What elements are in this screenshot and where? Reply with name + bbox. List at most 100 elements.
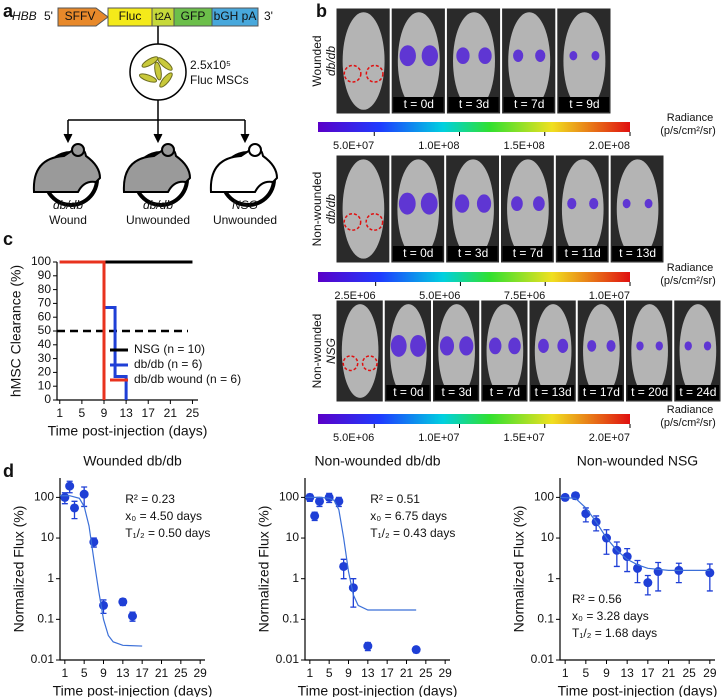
signal <box>478 47 492 65</box>
row-label: Non-wounded <box>310 172 324 247</box>
group-strain: NSG <box>232 198 258 212</box>
signal <box>511 196 523 212</box>
x-tick-label: 1 <box>56 406 63 420</box>
time-label: t = 3d <box>458 246 488 260</box>
legend-label: NSG (n = 10) <box>134 342 205 356</box>
y-axis-label: Normalized Flux (%) <box>11 506 27 633</box>
signal <box>439 336 455 356</box>
time-label: t = 0d <box>403 246 433 260</box>
mouse <box>32 146 102 193</box>
signal <box>606 340 616 352</box>
x-tick-label: 1 <box>306 666 313 680</box>
colorbar-tick-label: 1.5E+08 <box>503 140 544 152</box>
time-box <box>627 385 671 400</box>
panel-letter: b <box>316 1 327 21</box>
colorbar-title: Radiance <box>667 112 713 124</box>
time-box <box>434 385 478 400</box>
colorbar-tick-label: 5.0E+06 <box>419 290 460 302</box>
y-tick-label: 0.01 <box>276 652 300 666</box>
time-label: t = 9d <box>569 97 599 111</box>
x-tick-label: 5 <box>326 666 333 680</box>
data-point <box>622 552 632 562</box>
signal <box>538 338 549 353</box>
time-box <box>579 385 623 400</box>
signal <box>591 51 600 61</box>
signal <box>421 45 439 67</box>
time-box <box>482 385 526 400</box>
y-tick-label: 30 <box>38 351 52 365</box>
y-tick-label: 10 <box>41 530 55 544</box>
y-tick-label: 0.1 <box>282 612 299 626</box>
colorbar-unit: (p/s/cm²/sr) <box>660 125 716 137</box>
mouse <box>122 146 192 193</box>
time-label: t = 3d <box>441 385 471 399</box>
time-box <box>393 97 444 112</box>
error-bar <box>655 561 662 592</box>
y-tick-label: 0.01 <box>531 652 555 666</box>
mouse-image <box>631 304 668 398</box>
data-point <box>339 561 349 571</box>
annotation: x₀ = 3.28 days <box>572 609 649 623</box>
x-tick-label: 13 <box>119 406 133 420</box>
mouse-image <box>534 304 572 398</box>
colorbar-tick-label: 2.0E+08 <box>589 140 630 152</box>
element-label: bGH pA <box>214 9 257 23</box>
colorbar-unit: (p/s/cm²/sr) <box>660 275 716 287</box>
five-prime: 5' <box>44 9 53 23</box>
cells <box>138 56 173 88</box>
data-point <box>363 641 373 651</box>
mouse-image <box>486 304 524 398</box>
y-tick-label: 10 <box>541 530 555 544</box>
x-tick-label: 25 <box>419 666 433 680</box>
x-tick-label: 13 <box>620 666 634 680</box>
mouse <box>209 146 279 193</box>
time-box <box>531 385 575 400</box>
x-tick-label: 25 <box>682 666 696 680</box>
x-tick-label: 17 <box>135 666 149 680</box>
time-label: t = 7d <box>513 246 543 260</box>
mouse-image <box>390 304 427 398</box>
time-box <box>503 97 554 112</box>
signal <box>533 196 545 212</box>
time-label: t = 7d <box>514 97 544 111</box>
mouse-image <box>453 12 495 110</box>
annotation: R² = 0.23 <box>125 492 175 506</box>
colorbar-tick-label: 2.0E+07 <box>589 432 630 444</box>
element-label: GFP <box>181 9 206 23</box>
row-label: Wounded <box>310 35 324 86</box>
signal <box>399 45 416 67</box>
row-label: db/db <box>324 46 338 76</box>
x-tick-label: 9 <box>603 666 610 680</box>
annotation: T₁/₂ = 1.68 days <box>572 626 657 640</box>
x-tick-label: 9 <box>345 666 352 680</box>
signal <box>636 341 644 351</box>
mouse-image <box>563 12 606 110</box>
element-box <box>211 7 259 27</box>
y-tick-label: 1 <box>292 571 299 585</box>
signal <box>420 192 438 215</box>
x-tick-label: 25 <box>186 406 200 420</box>
panel-letter: a <box>3 1 14 21</box>
y-tick-label: 60 <box>38 309 52 323</box>
data-point <box>310 511 320 521</box>
x-axis-label: Time post-injection (days) <box>48 423 208 439</box>
signal <box>476 194 492 213</box>
mouse-image <box>679 304 717 398</box>
time-box <box>612 246 662 261</box>
colorbar-title: Radiance <box>667 404 713 416</box>
signal <box>589 198 599 210</box>
data-point <box>411 645 421 655</box>
x-tick-label: 5 <box>582 666 589 680</box>
element-label: SFFV <box>65 9 96 23</box>
signal <box>459 336 474 356</box>
annotation: x₀ = 6.75 days <box>370 509 447 523</box>
y-tick-label: 0.1 <box>537 612 554 626</box>
x-tick-label: 29 <box>438 666 452 680</box>
group-strain: db/db <box>143 198 173 212</box>
time-label: t = 3d <box>459 97 489 111</box>
data-point <box>581 509 591 519</box>
time-label: t = 13d <box>535 385 572 399</box>
x-tick-label: 29 <box>703 666 717 680</box>
y-tick-label: 0.01 <box>31 652 55 666</box>
